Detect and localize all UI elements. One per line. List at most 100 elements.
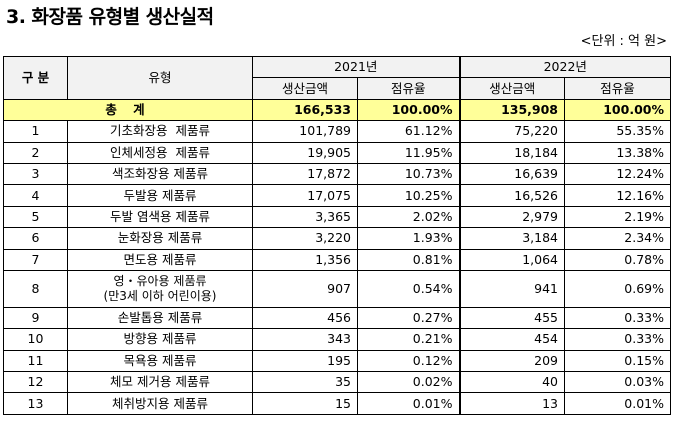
row-amount-2021: 17,075 [252, 184, 358, 207]
row-share-2021: 2.02% [357, 205, 460, 229]
row-share-2022: 12.24% [564, 162, 671, 186]
row-type-name: 목욕용 제품류 [67, 349, 253, 373]
row-amount-2022: 454 [458, 328, 565, 351]
table-row: 10 방향용 제품류 343 0.21% 454 0.33% [3, 328, 671, 351]
table-body: 총 계 166,533 100.00% 135,908 100.00% 1 기초화… [3, 98, 671, 415]
row-amount-2022: 1,064 [458, 248, 565, 271]
row-share-2021: 0.54% [357, 269, 460, 308]
row-number: 2 [3, 141, 68, 164]
row-share-2021: 0.27% [357, 306, 460, 330]
total-amount-2021: 166,533 [252, 98, 358, 122]
row-amount-2022: 455 [458, 306, 565, 330]
table-row: 12 체모 제거용 제품류 35 0.02% 40 0.03% [3, 371, 671, 394]
header-share-2022: 점유율 [564, 77, 671, 100]
table-row: 6 눈화장용 제품류 3,220 1.93% 3,184 2.34% [3, 227, 671, 250]
table-row: 4 두발용 제품류 17,075 10.25% 16,526 12.16% [3, 184, 671, 207]
header-2021: 2021년 [252, 55, 460, 79]
row-amount-2022: 40 [458, 371, 565, 394]
table-row: 11 목욕용 제품류 195 0.12% 209 0.15% [3, 349, 671, 373]
total-row: 총 계 166,533 100.00% 135,908 100.00% [3, 98, 671, 122]
row-number: 12 [3, 371, 68, 394]
row-type-name: 두발 염색용 제품류 [67, 205, 253, 229]
row-share-2022: 0.33% [564, 328, 671, 351]
row-number: 10 [3, 328, 68, 351]
header-2022: 2022년 [458, 55, 671, 79]
table-row: 8 영・유아용 제품류 (만3세 이하 어린이용) 907 0.54% 941 0.69% [3, 269, 671, 308]
row-number: 1 [3, 120, 68, 143]
row-number: 5 [3, 205, 68, 229]
row-share-2022: 0.78% [564, 248, 671, 271]
row-number: 6 [3, 227, 68, 250]
row-number: 8 [3, 269, 68, 308]
unit-label: <단위 : 억 원> [580, 34, 667, 49]
table-row: 2 인체세정용 제품류 19,905 11.95% 18,184 13.38% [3, 141, 671, 164]
header-share-2021: 점유율 [357, 77, 460, 100]
row-type-name: 두발용 제품류 [67, 184, 253, 207]
table-row: 5 두발 염색용 제품류 3,365 2.02% 2,979 2.19% [3, 205, 671, 229]
row-amount-2021: 3,365 [252, 205, 358, 229]
table-row: 9 손발톱용 제품류 456 0.27% 455 0.33% [3, 306, 671, 330]
row-type-name: 색조화장용 제품류 [67, 162, 253, 186]
row-share-2022: 2.19% [564, 205, 671, 229]
header-amount-2021: 생산금액 [252, 77, 358, 100]
row-number: 7 [3, 248, 68, 271]
row-amount-2022: 13 [458, 392, 565, 415]
row-share-2022: 2.34% [564, 227, 671, 250]
row-share-2022: 13.38% [564, 141, 671, 164]
row-amount-2021: 35 [252, 371, 358, 394]
row-number: 4 [3, 184, 68, 207]
row-amount-2022: 18,184 [458, 141, 565, 164]
row-number: 11 [3, 349, 68, 373]
row-type-name: 방향용 제품류 [67, 328, 253, 351]
row-type-name: 체모 제거용 제품류 [67, 371, 253, 394]
row-share-2021: 0.21% [357, 328, 460, 351]
row-share-2022: 0.01% [564, 392, 671, 415]
row-number: 13 [3, 392, 68, 415]
row-amount-2022: 2,979 [458, 205, 565, 229]
row-share-2021: 0.01% [357, 392, 460, 415]
table-row: 13 체취방지용 제품류 15 0.01% 13 0.01% [3, 392, 671, 415]
row-type-name: 체취방지용 제품류 [67, 392, 253, 415]
row-number: 3 [3, 162, 68, 186]
row-share-2022: 12.16% [564, 184, 671, 207]
table-header: 구 분 유형 2021년 2022년 생산금액 점유율 생산금액 점유율 [3, 55, 671, 100]
row-amount-2022: 941 [458, 269, 565, 308]
row-amount-2021: 17,872 [252, 162, 358, 186]
row-amount-2021: 195 [252, 349, 358, 373]
row-amount-2021: 15 [252, 392, 358, 415]
row-share-2021: 11.95% [357, 141, 460, 164]
row-type-name: 영・유아용 제품류 (만3세 이하 어린이용) [67, 269, 253, 308]
row-amount-2022: 209 [458, 349, 565, 373]
row-type-name-line1: 영・유아용 제품류 [113, 273, 207, 288]
row-share-2022: 0.03% [564, 371, 671, 394]
table-row: 3 색조화장용 제품류 17,872 10.73% 16,639 12.24% [3, 162, 671, 186]
row-share-2022: 0.69% [564, 269, 671, 308]
page-title: 3. 화장품 유형별 생산실적 [6, 6, 214, 28]
row-share-2022: 55.35% [564, 120, 671, 143]
row-type-name: 눈화장용 제품류 [67, 227, 253, 250]
row-amount-2022: 75,220 [458, 120, 565, 143]
row-type-name-line2: (만3세 이하 어린이용) [103, 288, 217, 303]
row-share-2022: 0.33% [564, 306, 671, 330]
row-share-2021: 1.93% [357, 227, 460, 250]
production-table: 구 분 유형 2021년 2022년 생산금액 점유율 생산금액 점유율 총 계… [3, 55, 671, 415]
row-type-name: 면도용 제품류 [67, 248, 253, 271]
row-amount-2021: 3,220 [252, 227, 358, 250]
row-amount-2021: 19,905 [252, 141, 358, 164]
total-amount-2022: 135,908 [458, 98, 565, 122]
row-amount-2021: 343 [252, 328, 358, 351]
total-share-2021: 100.00% [357, 98, 460, 122]
row-share-2021: 10.25% [357, 184, 460, 207]
header-type: 유형 [67, 56, 253, 100]
header-category: 구 분 [3, 56, 68, 100]
row-amount-2021: 456 [252, 306, 358, 330]
row-type-name: 인체세정용 제품류 [67, 141, 253, 164]
row-type-name: 손발톱용 제품류 [67, 306, 253, 330]
row-amount-2022: 16,526 [458, 184, 565, 207]
row-type-name: 기초화장용 제품류 [67, 120, 253, 143]
row-share-2021: 61.12% [357, 120, 460, 143]
row-number: 9 [3, 306, 68, 330]
total-label: 총 계 [3, 98, 253, 122]
table-row: 7 면도용 제품류 1,356 0.81% 1,064 0.78% [3, 248, 671, 271]
header-amount-2022: 생산금액 [458, 77, 565, 100]
